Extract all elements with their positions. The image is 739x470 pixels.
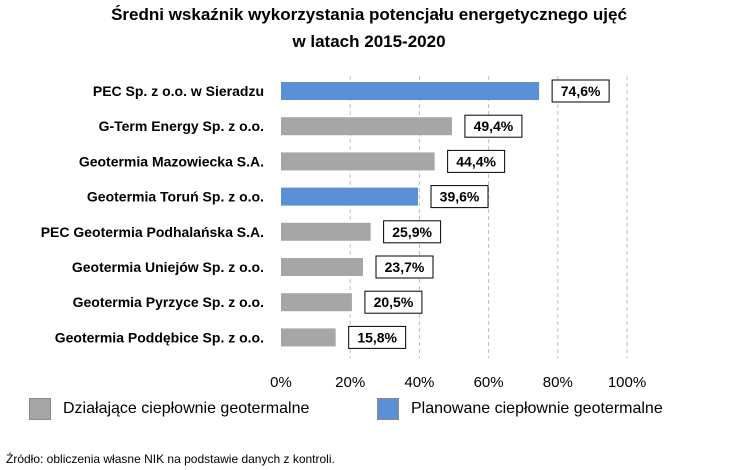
data-label: 74,6% — [551, 79, 610, 103]
data-label-box — [447, 149, 506, 173]
data-label-box — [364, 290, 423, 314]
legend: Działające ciepłownie geotermalne Planow… — [0, 398, 739, 428]
legend-item-planned: Planowane ciepłownie geotermalne — [377, 398, 663, 420]
data-label-text: 44,4% — [456, 153, 496, 169]
legend-label-planned: Planowane ciepłownie geotermalne — [411, 400, 663, 417]
legend-label-existing: Działające ciepłownie geotermalne — [63, 400, 310, 417]
x-tick-label: 60% — [474, 374, 504, 391]
bar — [281, 258, 364, 276]
category-label: Geotermia Mazowiecka S.A. — [79, 153, 264, 169]
data-label-box — [375, 255, 434, 279]
x-tick-label: 40% — [404, 374, 434, 391]
category-label: PEC Sp. z o.o. w Sieradzu — [93, 83, 264, 99]
data-label: 44,4% — [447, 149, 506, 173]
data-label: 15,8% — [348, 325, 407, 349]
data-label-text: 25,9% — [392, 224, 432, 240]
data-label-box — [383, 220, 442, 244]
chart-title-line: w latach 2015-2020 — [291, 32, 445, 51]
x-tick-label: 0% — [270, 374, 292, 391]
category-label: G-Term Energy Sp. z o.o. — [99, 118, 264, 134]
data-label: 23,7% — [375, 255, 434, 279]
data-label-text: 74,6% — [561, 83, 601, 99]
data-label: 49,4% — [464, 114, 523, 138]
bar — [281, 117, 452, 136]
x-tick-label: 100% — [608, 374, 646, 391]
legend-swatch-planned — [377, 398, 399, 420]
bar — [281, 328, 336, 347]
bar — [281, 152, 435, 171]
legend-item-existing: Działające ciepłownie geotermalne — [29, 398, 309, 420]
data-label-box — [348, 325, 407, 349]
bar — [281, 187, 419, 206]
data-label: 25,9% — [383, 220, 442, 244]
bars — [281, 82, 540, 347]
category-label: Geotermia Toruń Sp. z o.o. — [87, 189, 264, 205]
bar — [281, 222, 371, 241]
bar — [281, 293, 352, 312]
x-axis-tick-labels: 0% 20% 40% 60% 80% 100% — [270, 374, 646, 391]
x-tick-label: 80% — [543, 374, 573, 391]
data-label-text: 15,8% — [357, 329, 397, 345]
data-label-text: 20,5% — [374, 294, 414, 310]
chart-title: Średni wskaźnik wykorzystania potencjału… — [111, 5, 627, 51]
category-label: PEC Geotermia Podhalańska S.A. — [41, 224, 264, 240]
data-label-box — [430, 185, 489, 209]
data-label-text: 39,6% — [440, 189, 480, 205]
x-tick-label: 20% — [335, 374, 365, 391]
data-label: 20,5% — [364, 290, 423, 314]
category-label: Geotermia Pyrzyce Sp. z o.o. — [73, 294, 264, 310]
legend-swatch-existing — [29, 398, 51, 420]
category-label: Geotermia Uniejów Sp. z o.o. — [72, 259, 264, 275]
chart-title-line: Średni wskaźnik wykorzystania potencjału… — [111, 5, 627, 24]
data-label-box — [464, 114, 523, 138]
data-label-box — [551, 79, 610, 103]
data-label: 39,6% — [430, 185, 489, 209]
data-labels: 74,6% 49,4% 44,4% 39,6% 25,9% 23,7% 20,5% 15,8% — [348, 79, 610, 349]
data-label-text: 49,4% — [474, 118, 514, 134]
source-note: Źródło: obliczenia własne NIK na podstaw… — [6, 452, 335, 466]
bar — [281, 82, 540, 100]
bar-chart: Średni wskaźnik wykorzystania potencjału… — [41, 5, 646, 391]
data-label-text: 23,7% — [385, 259, 425, 275]
category-labels: PEC Sp. z o.o. w Sieradzu G-Term Energy S… — [41, 83, 264, 345]
category-label: Geotermia Poddębice Sp. z o.o. — [55, 329, 264, 345]
